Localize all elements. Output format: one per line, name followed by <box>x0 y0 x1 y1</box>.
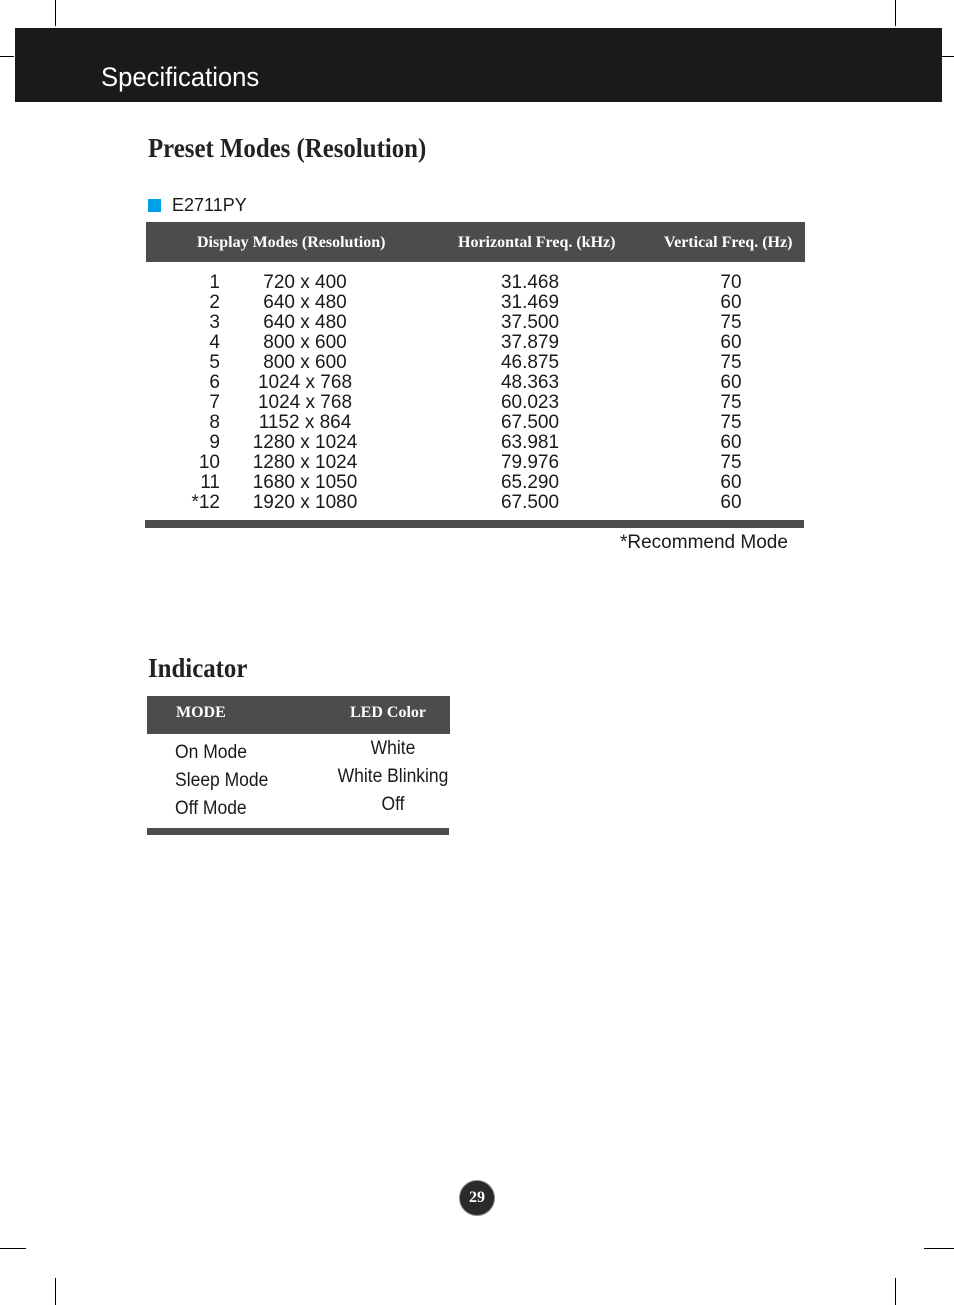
column-led: White White Blinking Off <box>330 735 456 819</box>
table-cell: 8 <box>209 412 220 433</box>
table-cell: 800 x 600 <box>263 352 347 373</box>
table-cell: 79.976 <box>500 452 560 473</box>
column-hfreq: 31.468 31.469 37.500 37.879 46.875 48.363 60.0… <box>470 273 590 513</box>
page-header-title: Specifications <box>101 62 260 92</box>
crop-mark <box>924 1248 954 1249</box>
table-cell: *12 <box>191 492 220 513</box>
table-cell: 640 x 480 <box>263 312 347 333</box>
table-cell: White <box>370 738 416 759</box>
table-cell: 75 <box>720 352 742 373</box>
table-cell: 60 <box>720 432 742 453</box>
table-cell: 60 <box>720 472 742 493</box>
table-cell: 60 <box>720 372 742 393</box>
section-title-indicator: Indicator <box>148 653 248 683</box>
crop-mark <box>55 1278 56 1305</box>
table-cell: 640 x 480 <box>263 292 347 313</box>
section-title-preset: Preset Modes (Resolution) <box>148 133 427 163</box>
crop-mark <box>895 0 896 26</box>
table-cell: 800 x 600 <box>263 332 347 353</box>
table-cell: Sleep Mode <box>175 770 269 791</box>
table-cell: 48.363 <box>500 372 560 393</box>
preset-table-header: Display Modes (Resolution) Horizontal Fr… <box>146 222 805 262</box>
table-cell: 1152 x 864 <box>258 412 352 433</box>
table-cell: 2 <box>209 292 220 313</box>
table-cell: 67.500 <box>500 492 560 513</box>
crop-mark <box>0 56 14 57</box>
column-header: MODE <box>176 704 226 721</box>
table-cell: 1024 x 768 <box>257 392 353 413</box>
page-number: 29 <box>459 1180 495 1216</box>
table-cell: 31.469 <box>500 292 560 313</box>
table-cell: 1680 x 1050 <box>252 472 358 493</box>
indicator-table-header: MODE LED Color <box>147 696 450 734</box>
table-cell: 1280 x 1024 <box>252 432 358 453</box>
table-cell: 70 <box>720 272 742 293</box>
column-header: Horizontal Freq. (kHz) <box>458 234 616 251</box>
table-cell: 9 <box>209 432 220 453</box>
table-cell: 60 <box>720 492 742 513</box>
table-cell: 75 <box>720 312 742 333</box>
model-name: E2711PY <box>172 195 247 215</box>
table-cell: 10 <box>198 452 220 473</box>
table-cell: 31.468 <box>500 272 560 293</box>
bullet-square-icon <box>148 199 161 212</box>
table-bottom-rule <box>145 520 804 528</box>
column-number: 1 2 3 4 5 6 7 8 9 10 11 *12 <box>150 273 220 513</box>
table-cell: 3 <box>209 312 220 333</box>
table-cell: 1 <box>209 272 220 293</box>
table-cell: 4 <box>209 332 220 353</box>
table-cell: White Blinking <box>337 766 449 787</box>
table-cell: 60.023 <box>500 392 560 413</box>
indicator-bottom-rule <box>147 828 449 835</box>
crop-mark <box>55 0 56 26</box>
table-cell: 75 <box>720 392 742 413</box>
table-cell: 1280 x 1024 <box>252 452 358 473</box>
table-cell: 67.500 <box>500 412 560 433</box>
column-resolution: 720 x 400 640 x 480 640 x 480 800 x 600 800 … <box>230 273 380 513</box>
table-cell: 63.981 <box>500 432 560 453</box>
table-cell: 37.879 <box>500 332 560 353</box>
table-cell: Off <box>381 794 405 815</box>
crop-mark <box>0 1248 26 1249</box>
column-mode: On Mode Sleep Mode Off Mode <box>171 739 272 823</box>
table-cell: 720 x 400 <box>263 272 347 293</box>
column-header: Vertical Freq. (Hz) <box>664 234 793 251</box>
table-cell: 60 <box>720 292 742 313</box>
table-cell: 60 <box>720 332 742 353</box>
table-cell: 46.875 <box>500 352 560 373</box>
table-cell: On Mode <box>175 742 247 763</box>
column-header: LED Color <box>350 704 426 721</box>
table-cell: 37.500 <box>500 312 560 333</box>
table-cell: Off Mode <box>175 798 247 819</box>
table-cell: 11 <box>200 472 220 493</box>
table-cell: 75 <box>720 412 742 433</box>
table-cell: 5 <box>209 352 220 373</box>
header-bar <box>15 28 942 102</box>
column-header: Display Modes (Resolution) <box>197 234 386 251</box>
table-cell: 75 <box>720 452 742 473</box>
column-vfreq: 70 60 75 60 75 60 75 75 60 75 60 60 <box>700 273 762 513</box>
table-cell: 6 <box>209 372 220 393</box>
table-cell: 1024 x 768 <box>257 372 353 393</box>
table-cell: 1920 x 1080 <box>252 492 358 513</box>
crop-mark <box>895 1278 896 1305</box>
recommend-note: *Recommend Mode <box>620 532 788 553</box>
table-cell: 7 <box>209 392 220 413</box>
crop-mark <box>942 56 954 57</box>
table-cell: 65.290 <box>500 472 560 493</box>
